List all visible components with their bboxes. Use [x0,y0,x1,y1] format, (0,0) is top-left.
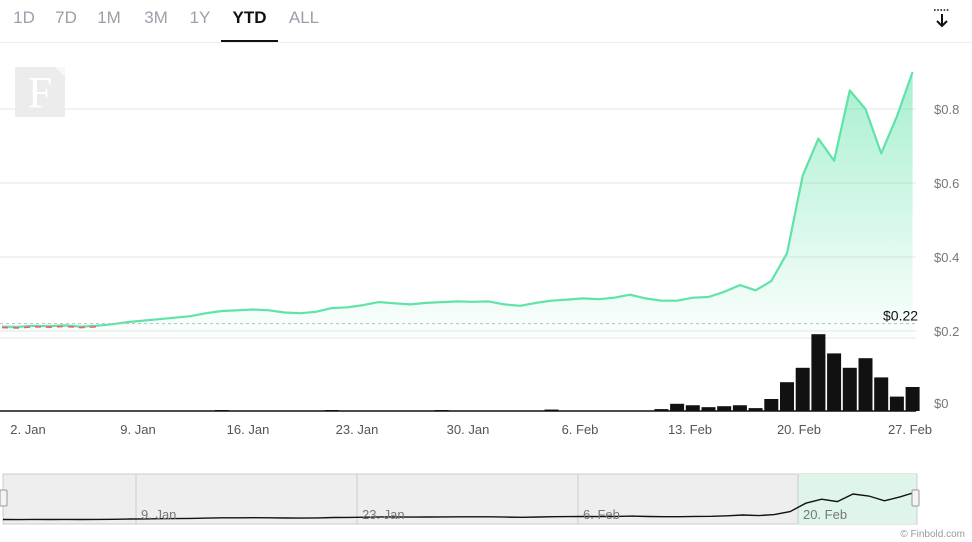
tab-3m[interactable]: 3M [144,8,168,27]
volume-bar [732,405,747,411]
range-tabs: 1D 7D 1M 3M 1Y YTD ALL [0,0,972,42]
x-tick-label: 2. Jan [10,422,45,437]
tabs-divider [0,42,972,43]
credit-text: © Finbold.com [900,529,965,540]
volume-bar [670,403,685,411]
volume-bar [795,367,810,411]
price-area [2,72,913,338]
navigator-tick-label: 20. Feb [803,507,847,522]
volume-bar [905,387,920,411]
navigator-labels: 9. Jan 23. Jan 6. Feb 20. Feb [141,507,847,522]
price-line [1,71,914,328]
x-tick-label: 20. Feb [777,422,821,437]
y-tick-label: $0 [934,396,948,411]
x-tick-label: 27. Feb [888,422,932,437]
navigator-grid [135,474,799,524]
volume-bar [780,382,794,411]
svg-text:F: F [28,68,52,117]
navigator-tick-label: 9. Jan [141,507,176,522]
tab-1d[interactable]: 1D [13,8,35,27]
volume-bar [889,396,904,411]
x-tick-label: 16. Jan [227,422,270,437]
x-tick-label: 13. Feb [668,422,712,437]
y-tick-label: $0.2 [934,324,959,339]
tab-1y[interactable]: 1Y [189,8,211,27]
volume-bar [858,358,873,411]
volume-bar [811,334,826,411]
navigator-right-handle[interactable] [911,489,920,507]
volume-bar [685,405,700,411]
tab-all[interactable]: ALL [288,8,320,27]
volume-bar [717,406,732,411]
navigator-tick-label: 23. Jan [362,507,405,522]
navigator[interactable]: 9. Jan 23. Jan 6. Feb 20. Feb [0,473,920,525]
x-axis-labels: 2. Jan 9. Jan 16. Jan 23. Jan 30. Jan 6. Feb 1… [10,422,932,437]
volume-bar [654,409,669,411]
navigator-line [2,491,917,521]
y-tick-label: $0.4 [934,250,959,265]
current-price-label: $0.22 [883,308,918,324]
x-tick-label: 23. Jan [336,422,379,437]
volume-bar [874,377,889,411]
volume-bar [842,367,857,411]
volume-series [0,334,920,411]
x-tick-label: 6. Feb [562,422,599,437]
price-line-down-segment [1,325,97,329]
navigator-left-handle[interactable] [0,489,8,507]
download-icon[interactable] [930,6,954,30]
y-tick-label: $0.8 [934,102,959,117]
x-tick-label: 9. Jan [120,422,155,437]
tab-ytd[interactable]: YTD [221,6,278,42]
tab-7d[interactable]: 7D [55,8,77,27]
volume-bar [827,353,842,411]
volume-bar [748,408,763,411]
y-tick-label: $0.6 [934,176,959,191]
navigator-series [2,491,917,521]
price-series [1,71,914,338]
y-axis-labels: $0 $0.2 $0.4 $0.6 $0.8 [934,102,959,411]
navigator-selection[interactable] [797,474,916,524]
tab-1m[interactable]: 1M [97,8,121,27]
volume-bar [701,407,716,411]
x-tick-label: 30. Jan [447,422,490,437]
navigator-tick-label: 6. Feb [583,507,620,522]
finbold-logo: F [15,67,65,117]
volume-bar [764,399,779,411]
